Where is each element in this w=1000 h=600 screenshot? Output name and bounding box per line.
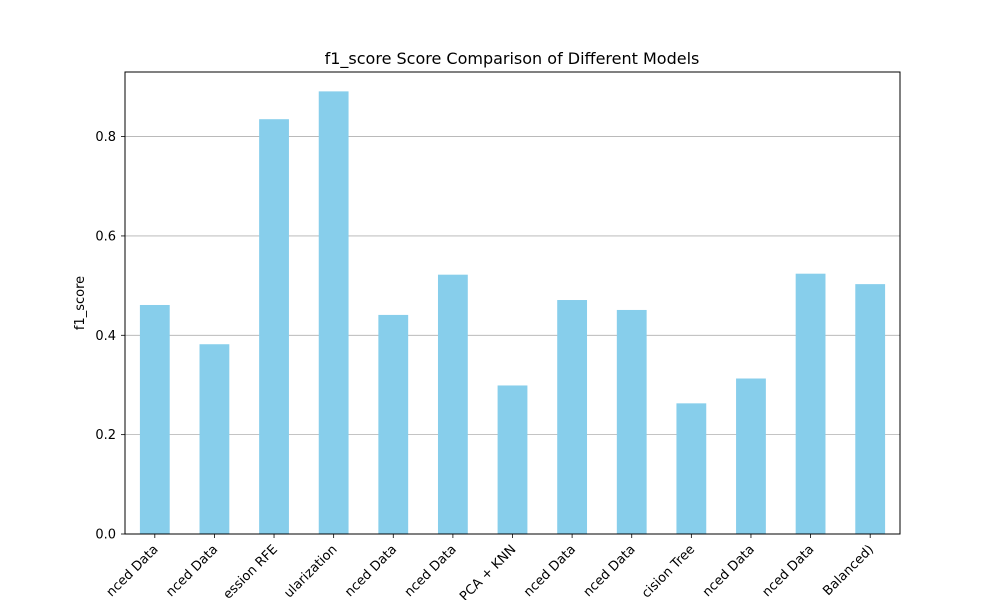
y-tick-label: 0.2 xyxy=(95,428,116,443)
x-tick-label: nced Data xyxy=(521,542,579,600)
y-tick-label: 0.4 xyxy=(95,329,116,344)
x-tick-label: nced Data xyxy=(700,542,758,600)
bar xyxy=(318,91,349,534)
bar xyxy=(199,344,230,534)
x-tick-label: cision Tree xyxy=(639,542,698,600)
bar xyxy=(855,284,886,534)
bar xyxy=(139,304,170,534)
x-tick-label: ularization xyxy=(281,542,340,600)
y-ticks: 0.0 0.2 0.4 0.6 0.8 xyxy=(95,130,125,543)
bar xyxy=(795,273,826,534)
y-tick-label: 0.0 xyxy=(95,528,116,543)
x-tick-label: nced Data xyxy=(104,542,162,600)
bar xyxy=(378,314,409,534)
x-tick-label: Balanced) xyxy=(820,542,877,599)
bar xyxy=(437,274,468,534)
x-tick-label: nced Data xyxy=(342,542,400,600)
bar xyxy=(557,300,588,534)
y-tick-label: 0.6 xyxy=(95,229,116,244)
bar xyxy=(676,403,707,534)
bar xyxy=(736,378,766,534)
x-ticks: nced Data nced Data ession RFE ularization n… xyxy=(104,534,877,600)
y-tick-label: 0.8 xyxy=(95,130,116,145)
bar xyxy=(616,309,647,534)
bar xyxy=(497,385,528,534)
x-tick-label: nced Data xyxy=(402,542,460,600)
x-tick-label: nced Data xyxy=(760,542,818,600)
x-tick-label: nced Data xyxy=(581,542,639,600)
x-tick-label: PCA + KNN xyxy=(457,542,519,600)
bar xyxy=(259,119,289,535)
bars xyxy=(139,91,886,535)
chart-title: f1_score Score Comparison of Different M… xyxy=(325,49,700,69)
x-tick-label: nced Data xyxy=(163,542,221,600)
x-tick-label: ession RFE xyxy=(221,542,281,600)
y-axis-label: f1_score xyxy=(73,276,88,330)
